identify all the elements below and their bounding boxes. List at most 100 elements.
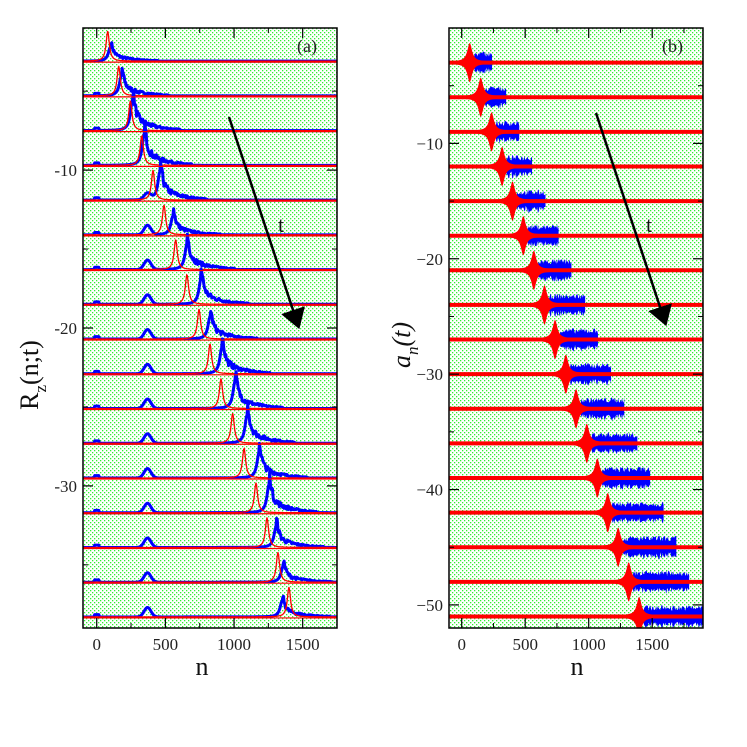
y-tick-label: −10 [416, 134, 443, 153]
panel-b-xlabel: n [571, 652, 584, 681]
red-curve [83, 378, 337, 410]
x-tick-label: 0 [92, 635, 101, 654]
red-curve [83, 308, 337, 340]
red-envelope [574, 493, 641, 533]
red-curve [83, 169, 337, 201]
red-envelope [449, 77, 514, 117]
plot-frame [448, 27, 704, 629]
x-tick-label: 500 [512, 635, 538, 654]
red-envelope [564, 458, 631, 498]
red-envelope [490, 216, 557, 256]
y-tick-label: -30 [54, 477, 77, 496]
red-curve [83, 273, 337, 305]
trace-11 [83, 370, 337, 411]
trace-12 [83, 401, 337, 445]
red-envelope [542, 389, 610, 429]
red-envelope [595, 562, 662, 602]
trace-14 [449, 493, 703, 533]
panel-a-xlabel: n [196, 652, 209, 681]
red-curve [83, 517, 337, 549]
trace-5 [449, 181, 703, 221]
y-tick-label: -20 [54, 319, 77, 338]
trace-10 [449, 354, 703, 394]
y-tick-label: −30 [416, 365, 443, 384]
panel-a-annotation-t: t [278, 212, 284, 237]
red-curve [83, 65, 337, 97]
panel-b-label: (b) [662, 36, 683, 57]
red-envelope [449, 43, 503, 83]
red-envelope [500, 250, 567, 290]
trace-17 [449, 596, 703, 628]
trace-2 [83, 65, 337, 98]
x-tick-label: 0 [457, 635, 466, 654]
svg-text:an(t): an(t) [387, 322, 422, 368]
red-curve [83, 204, 337, 236]
panel-b-annotation-t: t [646, 212, 652, 237]
red-curve [83, 552, 337, 583]
svg-text:Rz(n;t): Rz(n;t) [15, 340, 50, 410]
traces [449, 43, 703, 628]
panel-b-ylabel: an(t) [387, 322, 422, 368]
red-envelope [479, 181, 546, 221]
trace-15 [449, 527, 703, 567]
red-curve [83, 586, 337, 618]
trace-7 [449, 250, 703, 290]
trace-7 [83, 232, 337, 272]
trace-9 [83, 308, 337, 341]
trace-10 [83, 337, 337, 376]
ylabel-sub: n [403, 347, 422, 356]
panel-a-ylabel: Rz(n;t) [15, 340, 50, 410]
red-curve [83, 413, 337, 444]
trace-16 [449, 562, 703, 602]
trace-13 [449, 458, 703, 498]
red-curve [83, 239, 337, 271]
x-tick-label: 1500 [286, 635, 320, 654]
trace-4 [83, 122, 337, 167]
trace-3 [83, 90, 337, 133]
plot-background [83, 28, 337, 628]
red-curve [83, 447, 337, 479]
time-arrow-b [594, 112, 672, 327]
y-tick-label: −20 [416, 250, 443, 269]
red-curve [83, 343, 337, 375]
trace-16 [83, 552, 337, 584]
trace-6 [449, 216, 703, 256]
trace-5 [83, 161, 337, 202]
y-tick-label: -10 [54, 161, 77, 180]
red-envelope [458, 112, 525, 152]
trace-1 [449, 43, 703, 83]
time-arrow-a [227, 116, 305, 330]
traces [83, 31, 337, 619]
trace-3 [449, 112, 703, 152]
trace-2 [449, 77, 703, 117]
red-envelope [469, 146, 536, 187]
trace-13 [83, 441, 337, 480]
panel-b: 0 500 1000 1500 −10 −20 −30 −40 −50 [416, 27, 704, 654]
x-tick-label: 1500 [635, 635, 669, 654]
y-tick-label: −50 [416, 596, 443, 615]
trace-4 [449, 146, 703, 187]
trace-1 [83, 31, 337, 63]
x-tick-label: 1000 [217, 635, 251, 654]
panel-a: 0 500 1000 1500 -10 -20 -30 [54, 27, 338, 654]
trace-15 [83, 516, 337, 549]
x-tick-label: 500 [153, 635, 179, 654]
red-curve [83, 482, 337, 514]
ylabel-args: (t) [387, 322, 416, 347]
ylabel-sub: z [31, 384, 50, 392]
ylabel-main: R [15, 392, 44, 410]
red-envelope [522, 319, 589, 360]
trace-9 [449, 319, 703, 360]
trace-17 [83, 586, 337, 619]
trace-8 [83, 267, 337, 306]
red-envelope [553, 423, 620, 463]
trace-14 [83, 469, 337, 515]
trace-6 [83, 204, 337, 237]
ylabel-main: a [387, 355, 416, 368]
red-envelope [511, 285, 578, 325]
ylabel-args: (n;t) [15, 340, 44, 385]
red-envelope [606, 596, 673, 628]
red-envelope [532, 354, 599, 394]
trace-11 [449, 389, 703, 429]
